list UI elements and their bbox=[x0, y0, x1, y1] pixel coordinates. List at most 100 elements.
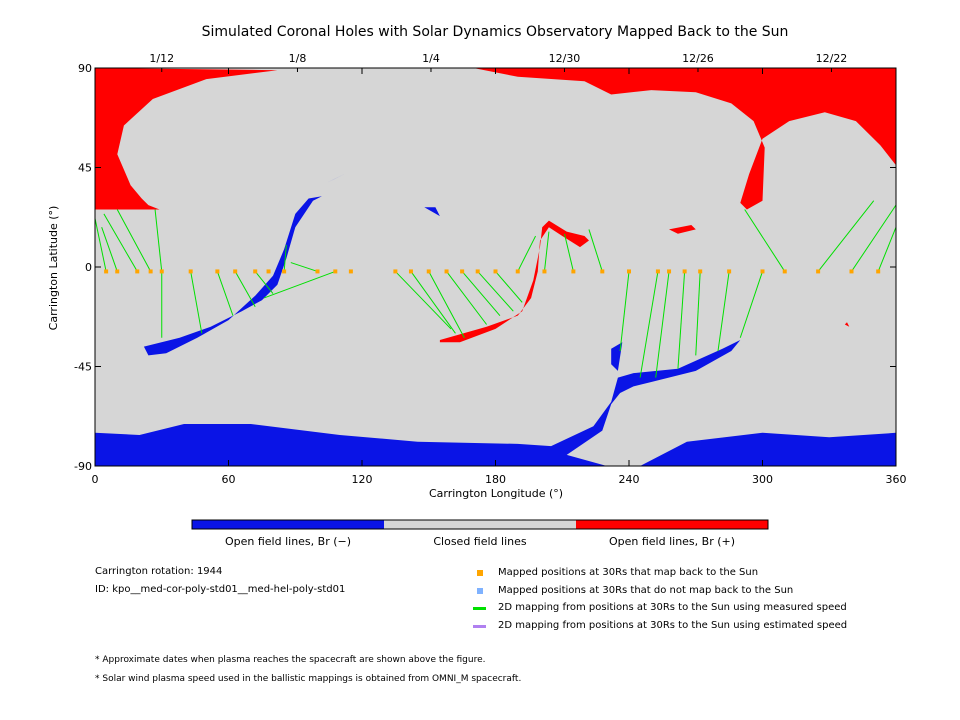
positive-region bbox=[473, 68, 896, 210]
x-tick-label: 300 bbox=[752, 473, 773, 486]
date-label: 1/8 bbox=[289, 52, 307, 65]
chart-title: Simulated Coronal Holes with Solar Dynam… bbox=[202, 24, 789, 40]
date-label: 12/26 bbox=[682, 52, 714, 65]
mapping-line bbox=[290, 262, 318, 272]
mapping-line bbox=[619, 271, 630, 352]
mapped-point bbox=[444, 269, 449, 274]
y-tick-label: 90 bbox=[78, 62, 92, 75]
y-tick-label: -90 bbox=[74, 460, 92, 473]
y-tick-label: 0 bbox=[85, 261, 92, 274]
positive-region bbox=[844, 322, 850, 327]
mapped-point bbox=[475, 269, 480, 274]
mapped-point bbox=[282, 269, 287, 274]
mapped-point bbox=[393, 269, 398, 274]
map-area bbox=[94, 68, 897, 466]
negative-region bbox=[143, 196, 322, 356]
model-id: ID: kpo__med-cor-poly-std01__med-hel-pol… bbox=[95, 584, 346, 595]
mapped-point bbox=[408, 269, 413, 274]
mapping-line bbox=[717, 271, 730, 352]
negative-region bbox=[95, 340, 741, 466]
mapped-point bbox=[698, 269, 703, 274]
mapped-point bbox=[571, 269, 576, 274]
mapping-line bbox=[695, 271, 701, 356]
negative-region bbox=[326, 174, 345, 183]
mapping-line bbox=[817, 200, 875, 272]
mapping-line bbox=[543, 231, 550, 272]
mapping-line bbox=[94, 218, 107, 272]
negative-region bbox=[424, 207, 440, 217]
mapping-line bbox=[116, 209, 152, 272]
x-tick-label: 0 bbox=[92, 473, 99, 486]
top-date-labels: 1/12 1/8 1/4 12/30 12/26 12/22 bbox=[149, 52, 847, 72]
legend-label: Mapped positions at 30Rs that map back t… bbox=[498, 567, 759, 578]
mapped-point bbox=[315, 269, 320, 274]
mapping-line bbox=[190, 271, 203, 334]
mapping-line bbox=[677, 271, 686, 369]
mapping-line bbox=[739, 271, 763, 338]
mapping-line bbox=[461, 271, 501, 316]
mapping-line bbox=[263, 270, 336, 299]
axis-ticks bbox=[94, 67, 897, 467]
mapped-point bbox=[348, 269, 353, 274]
mapped-point bbox=[266, 269, 271, 274]
mapped-point bbox=[816, 269, 821, 274]
x-tick-labels: 0 60 120 180 240 300 360 bbox=[92, 473, 907, 486]
colorbar-label: Closed field lines bbox=[433, 535, 527, 548]
mapping-line bbox=[234, 271, 256, 308]
positive-region bbox=[669, 225, 696, 234]
mapped-point bbox=[188, 269, 193, 274]
mapping-line bbox=[563, 233, 574, 272]
mapped-point bbox=[600, 269, 605, 274]
legend-label: 2D mapping from positions at 30Rs to the… bbox=[498, 620, 848, 631]
mapped-point bbox=[215, 269, 220, 274]
mapped-point bbox=[667, 269, 672, 274]
mapped-points bbox=[104, 269, 881, 274]
mapped-point bbox=[426, 269, 431, 274]
mapping-line bbox=[283, 244, 287, 272]
mapping-line bbox=[851, 204, 897, 272]
colorbar-frame bbox=[191, 519, 769, 530]
mapped-point bbox=[253, 269, 258, 274]
legend-label: Mapped positions at 30Rs that do not map… bbox=[498, 585, 794, 596]
date-label: 1/12 bbox=[149, 52, 174, 65]
mapped-point bbox=[333, 269, 338, 274]
mapped-point bbox=[760, 269, 765, 274]
mapped-point bbox=[104, 269, 109, 274]
x-tick-label: 60 bbox=[222, 473, 236, 486]
mapping-line bbox=[639, 271, 659, 378]
mapped-point bbox=[233, 269, 238, 274]
mapped-point bbox=[135, 269, 140, 274]
mapping-line bbox=[103, 213, 138, 272]
mapped-point bbox=[493, 269, 498, 274]
mapping-line bbox=[154, 209, 163, 272]
mapped-point bbox=[849, 269, 854, 274]
mapping-lines bbox=[94, 200, 897, 378]
mapped-point bbox=[727, 269, 732, 274]
x-axis-label: Carrington Longitude (°) bbox=[429, 487, 563, 500]
carrington-rotation: Carrington rotation: 1944 bbox=[95, 566, 223, 577]
mapped-point bbox=[782, 269, 787, 274]
mapping-line bbox=[254, 271, 274, 294]
date-label: 1/4 bbox=[422, 52, 440, 65]
colorbar: Open field lines, Br (−) Closed field lin… bbox=[191, 519, 769, 548]
mapping-line bbox=[446, 271, 487, 325]
date-label: 12/22 bbox=[816, 52, 848, 65]
colorbar-segment bbox=[192, 520, 384, 529]
date-label: 12/30 bbox=[549, 52, 581, 65]
negative-region bbox=[640, 432, 896, 466]
footnote-dates: * Approximate dates when plasma reaches … bbox=[95, 655, 486, 665]
legend-label: 2D mapping from positions at 30Rs to the… bbox=[498, 602, 847, 613]
mapped-point bbox=[515, 269, 520, 274]
orange-square-icon bbox=[477, 570, 483, 576]
y-tick-label: -45 bbox=[74, 361, 92, 374]
colorbar-label: Open field lines, Br (+) bbox=[609, 535, 735, 548]
mapping-line bbox=[517, 235, 536, 272]
mapped-point bbox=[159, 269, 164, 274]
y-tick-label: 45 bbox=[78, 162, 92, 175]
mapping-line bbox=[588, 229, 603, 272]
negative-open-field-regions bbox=[95, 174, 896, 466]
mapping-line bbox=[395, 271, 452, 330]
mapping-line bbox=[477, 271, 514, 312]
y-axis-label: Carrington Latitude (°) bbox=[47, 206, 60, 331]
mapping-line bbox=[410, 271, 456, 334]
